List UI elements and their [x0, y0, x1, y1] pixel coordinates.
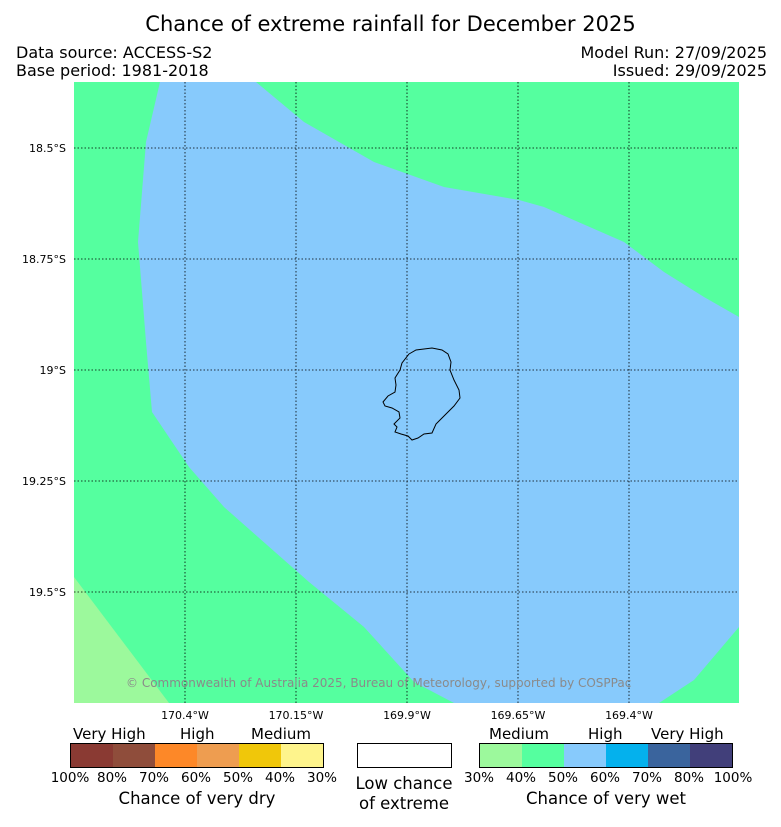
- dry-tick: 30%: [306, 770, 337, 786]
- wet-high-label: High: [588, 725, 623, 743]
- wet-swatch: [564, 744, 606, 767]
- lon-label-170-4: 170.4°W: [161, 709, 209, 722]
- dry-high-label: High: [180, 725, 215, 743]
- wet-medium-label: Medium: [489, 725, 549, 743]
- wet-tick: 70%: [631, 770, 662, 786]
- rainfall-map: © Commonwealth of Australia 2025, Bureau…: [74, 82, 739, 703]
- lon-label-170-15: 170.15°W: [268, 709, 324, 722]
- dry-tick: 80%: [96, 770, 127, 786]
- wet-tick: 40%: [505, 770, 536, 786]
- dry-very-high-label: Very High: [73, 725, 146, 743]
- lon-label-169-65: 169.65°W: [490, 709, 546, 722]
- dry-tick: 60%: [180, 770, 211, 786]
- lat-label-19-5: 19.5°S: [29, 586, 66, 599]
- dry-swatch: [113, 744, 155, 767]
- wet-swatch: [648, 744, 690, 767]
- dry-swatch: [71, 744, 113, 767]
- model-run-info: Model Run: 27/09/2025 Issued: 29/09/2025: [581, 44, 768, 80]
- lat-label-18-75: 18.75°S: [22, 253, 66, 266]
- lat-label-18-5: 18.5°S: [29, 142, 66, 155]
- neutral-swatch: [358, 744, 451, 767]
- model-run: Model Run: 27/09/2025: [580, 43, 768, 62]
- dry-medium-label: Medium: [251, 725, 311, 743]
- graticule: [74, 82, 739, 703]
- issued-date: Issued: 29/09/2025: [612, 61, 767, 80]
- copyright-notice: © Commonwealth of Australia 2025, Bureau…: [126, 676, 631, 690]
- dry-caption: Chance of very dry: [118, 789, 276, 808]
- low-medium-wet-region: [74, 577, 169, 703]
- dry-swatch: [281, 744, 323, 767]
- niue-island-outline-icon: [382, 347, 461, 441]
- wet-tick: 60%: [589, 770, 620, 786]
- high-wet-region: [138, 82, 739, 703]
- wet-swatch: [606, 744, 648, 767]
- neutral-swatch-box: [357, 743, 452, 768]
- dry-swatch: [155, 744, 197, 767]
- wet-swatch: [480, 744, 522, 767]
- data-source: Data source: ACCESS-S2: [16, 43, 213, 62]
- base-period: Base period: 1981-2018: [16, 61, 209, 80]
- dry-swatch: [197, 744, 239, 767]
- lat-label-19-25: 19.25°S: [22, 475, 66, 488]
- dry-tick: 100%: [50, 770, 90, 786]
- wet-swatch: [522, 744, 564, 767]
- wet-tick: 30%: [463, 770, 494, 786]
- wet-tick: 100%: [713, 770, 753, 786]
- neutral-caption: Low chance of extreme: [343, 774, 465, 814]
- lat-label-19: 19°S: [39, 364, 66, 377]
- dry-tick: 40%: [264, 770, 295, 786]
- neutral-caption-line1: Low chance: [355, 774, 453, 793]
- wet-caption: Chance of very wet: [526, 789, 686, 808]
- dry-tick: 50%: [222, 770, 253, 786]
- wet-colorbar: [479, 743, 733, 768]
- wet-tick: 80%: [673, 770, 704, 786]
- dry-swatch: [239, 744, 281, 767]
- neutral-caption-line2: of extreme: [358, 794, 450, 813]
- wet-swatch: [690, 744, 732, 767]
- lon-label-169-9: 169.9°W: [383, 709, 431, 722]
- wet-tick: 50%: [547, 770, 578, 786]
- lon-label-169-4: 169.4°W: [605, 709, 653, 722]
- data-source-info: Data source: ACCESS-S2 Base period: 1981…: [16, 44, 212, 80]
- wet-very-high-label: Very High: [651, 725, 724, 743]
- dry-tick: 70%: [138, 770, 169, 786]
- map-title: Chance of extreme rainfall for December …: [145, 12, 636, 36]
- dry-colorbar: [70, 743, 324, 768]
